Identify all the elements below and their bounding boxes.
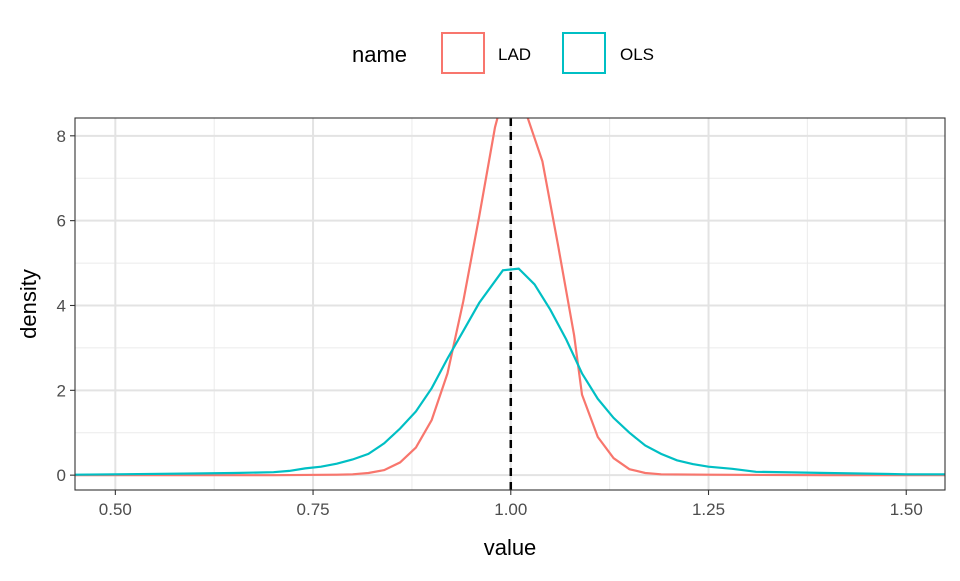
axes: 0.50 0.75 1.00 1.25 1.50 0 2 4 6 8 [57, 127, 923, 519]
legend-title: name [352, 42, 407, 67]
series-line-ols [75, 267, 945, 476]
x-tick-label: 1.00 [494, 500, 527, 519]
plot-lines [75, 118, 945, 490]
legend-key-ols[interactable] [562, 32, 606, 74]
x-tick-label: 1.50 [890, 500, 923, 519]
y-axis-title: density [16, 269, 41, 339]
plot-border [74, 117, 946, 491]
x-tick-label: 0.50 [99, 500, 132, 519]
x-axis-title: value [484, 535, 537, 560]
series-line-lad [75, 118, 945, 477]
legend-key-lad[interactable] [441, 32, 485, 74]
legend-label-ols: OLS [620, 45, 654, 64]
y-tick-label: 4 [57, 296, 66, 315]
x-tick-label: 1.25 [692, 500, 725, 519]
y-tick-label: 2 [57, 381, 66, 400]
x-tick-label: 0.75 [297, 500, 330, 519]
y-tick-label: 8 [57, 127, 66, 146]
y-tick-label: 0 [57, 466, 66, 485]
legend-label-lad: LAD [498, 45, 531, 64]
y-tick-label: 6 [57, 212, 66, 231]
legend: name LAD OLS [352, 32, 654, 74]
